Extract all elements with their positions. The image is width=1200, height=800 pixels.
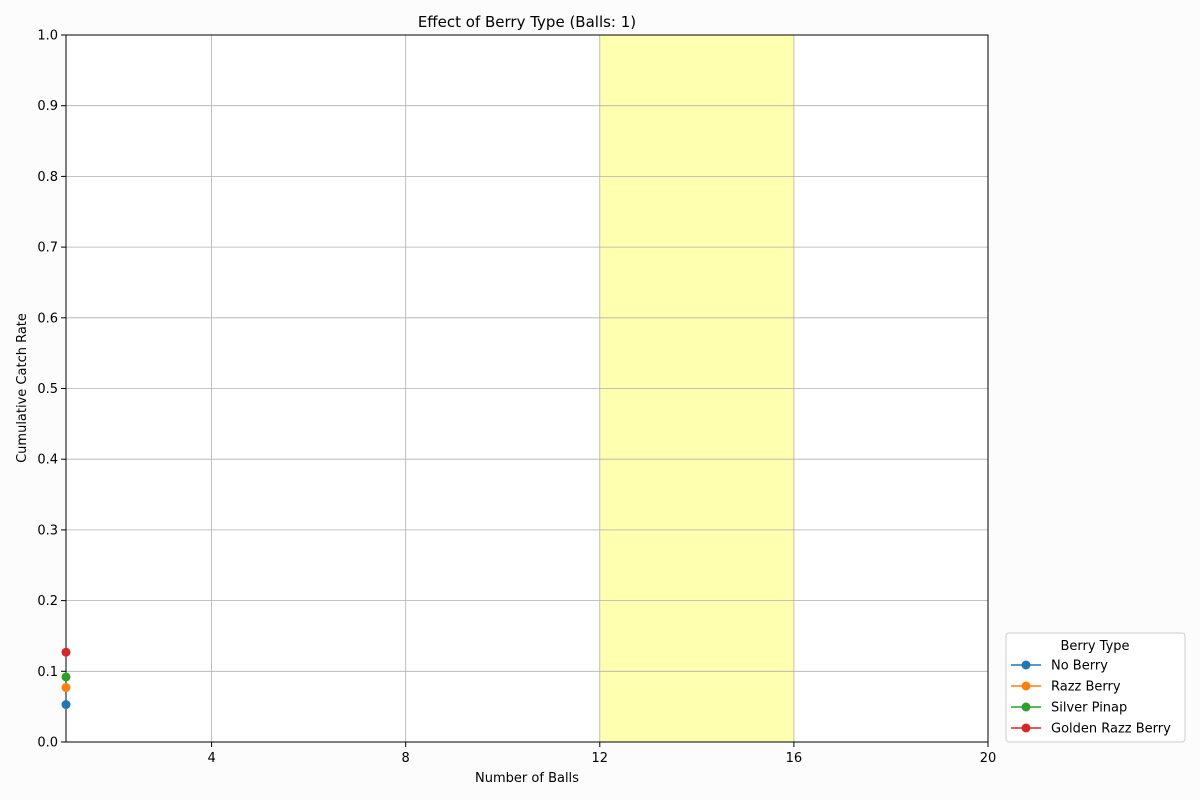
legend-swatch-marker-no-berry [1021,660,1031,670]
y-tick-label-6: 0.6 [37,311,58,326]
y-tick-label-8: 0.8 [37,170,58,185]
chart-title: Effect of Berry Type (Balls: 1) [418,13,636,31]
x-tick-label-3: 16 [786,751,803,766]
y-tick-label-4: 0.4 [37,453,58,468]
legend-label-no-berry: No Berry [1051,659,1108,674]
legend-item-golden-razz-berry: Golden Razz Berry [1011,722,1171,737]
x-tick-label-1: 8 [402,751,410,766]
legend-item-razz-berry: Razz Berry [1011,680,1121,695]
y-tick-label-0: 0.0 [37,736,58,751]
data-point-silver-pinap-0 [61,672,71,682]
x-tick-label-0: 4 [207,751,215,766]
legend-swatch-marker-razz-berry [1021,681,1031,691]
data-point-razz-berry-0 [61,683,71,693]
x-tick-label-4: 20 [980,751,997,766]
y-axis-label: Cumulative Catch Rate [15,313,30,463]
legend: Berry Type No Berry Razz Berry Silver Pina… [1005,632,1186,743]
legend-item-silver-pinap: Silver Pinap [1011,701,1127,716]
legend-item-no-berry: No Berry [1011,659,1108,674]
y-tick-label-9: 0.9 [37,99,58,114]
y-tick-label-10: 1.0 [37,29,58,44]
legend-swatch-marker-golden-razz-berry [1021,723,1031,733]
data-point-golden-razz-berry-0 [61,647,71,657]
legend-swatch-marker-silver-pinap [1021,702,1031,712]
legend-title: Berry Type [1060,639,1129,654]
legend-label-razz-berry: Razz Berry [1051,680,1121,695]
y-tick-label-7: 0.7 [37,241,58,256]
y-tick-label-5: 0.5 [37,382,58,397]
legend-label-golden-razz-berry: Golden Razz Berry [1051,722,1171,737]
legend-box [1005,632,1186,743]
y-tick-label-2: 0.2 [37,594,58,609]
x-axis-label: Number of Balls [475,771,579,786]
y-tick-label-1: 0.1 [37,665,58,680]
data-point-no-berry-0 [61,700,71,710]
x-tick-label-2: 12 [592,751,609,766]
legend-label-silver-pinap: Silver Pinap [1051,701,1127,716]
y-tick-label-3: 0.3 [37,523,58,538]
